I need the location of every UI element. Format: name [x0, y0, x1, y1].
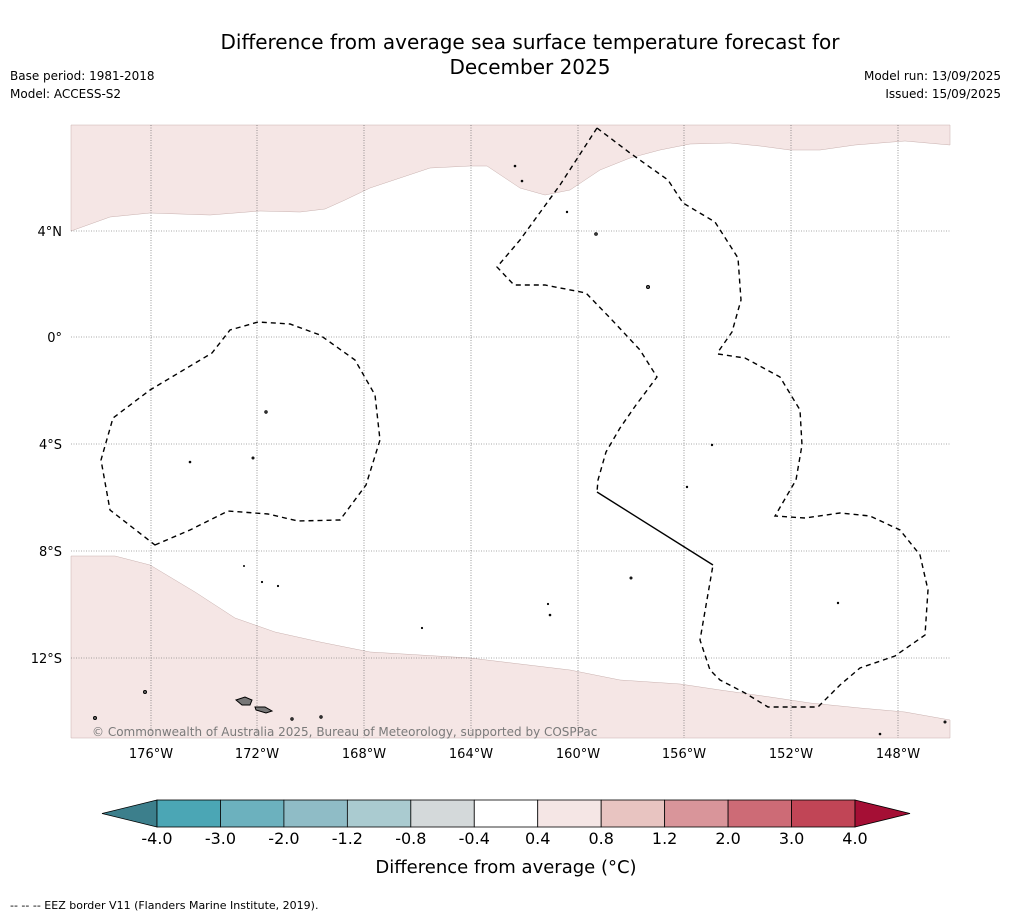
meta-right: Model run: 13/09/2025 Issued: 15/09/2025 — [864, 67, 1001, 103]
eez-border-line-islands-north — [596, 127, 742, 353]
lat-label: 12°S — [31, 652, 62, 667]
colorbar-tick-label: 0.8 — [588, 829, 613, 848]
colorbar-segment — [346, 799, 412, 828]
colorbar-extend-low — [101, 799, 158, 828]
colorbar-tick-label: -4.0 — [141, 829, 172, 848]
title-line-2: December 2025 — [449, 55, 611, 79]
island-dot — [646, 285, 650, 289]
colorbar-tick-label: -3.0 — [205, 829, 236, 848]
colorbar-tick-label: 0.4 — [525, 829, 550, 848]
map-title: Difference from average sea surface temp… — [150, 30, 910, 80]
meta-left: Base period: 1981-2018 Model: ACCESS-S2 — [10, 67, 155, 103]
longitude-labels: 176°W 172°W 168°W 164°W 160°W 156°W 152°… — [129, 747, 920, 762]
eez-border-line-islands-south — [699, 353, 929, 708]
colorbar-segment — [664, 799, 729, 828]
boundary-line-solid — [596, 491, 714, 566]
lon-label: 164°W — [449, 747, 493, 762]
island-dot — [836, 601, 840, 605]
issued-date: Issued: 15/09/2025 — [885, 87, 1001, 101]
island-upolu — [254, 706, 274, 714]
lat-label: 4°N — [38, 225, 63, 240]
model-name: Model: ACCESS-S2 — [10, 87, 122, 101]
islands — [93, 164, 947, 736]
colorbar-segment — [791, 799, 856, 828]
island-dot — [143, 690, 147, 694]
lon-label: 148°W — [876, 747, 920, 762]
anomaly-region-south — [70, 555, 951, 739]
graticule — [71, 125, 950, 738]
lon-label: 172°W — [235, 747, 279, 762]
anomaly-region-north — [70, 124, 951, 232]
island-dot — [251, 456, 255, 460]
island-dot — [710, 443, 714, 447]
lon-label: 160°W — [556, 747, 600, 762]
colorbar — [101, 799, 911, 828]
island-dot — [548, 613, 552, 617]
lon-label: 176°W — [129, 747, 173, 762]
island-dot — [629, 576, 633, 580]
island-dot — [685, 485, 689, 489]
colorbar-segment — [727, 799, 792, 828]
eez-legend-footer: -- -- -- EEZ border V11 (Flanders Marine… — [10, 899, 319, 912]
colorbar-tick-label: 3.0 — [779, 829, 804, 848]
colorbar-label: Difference from average (°C) — [375, 857, 636, 878]
lat-label: 8°S — [39, 545, 62, 560]
colorbar-tick-label: 4.0 — [842, 829, 867, 848]
colorbar-tick-label: -1.2 — [332, 829, 363, 848]
colorbar-tick-label: 2.0 — [715, 829, 740, 848]
title-line-1: Difference from average sea surface temp… — [220, 30, 840, 54]
colorbar-segment — [156, 799, 221, 828]
island-dot — [276, 584, 280, 588]
lon-label: 168°W — [342, 747, 386, 762]
island-dot — [594, 232, 598, 236]
island-savaii — [234, 696, 253, 706]
island-dot — [243, 565, 245, 567]
island-dot — [520, 179, 524, 183]
colorbar-tick-label: -0.8 — [395, 829, 426, 848]
island-dot — [943, 720, 947, 724]
model-run: Model run: 13/09/2025 — [863, 69, 1001, 83]
colorbar-segment — [473, 799, 539, 828]
island-dot — [264, 410, 268, 414]
island-dot — [513, 164, 517, 168]
eez-borders — [100, 127, 929, 708]
colorbar-segment — [600, 799, 666, 828]
island-dot — [290, 717, 294, 721]
colorbar-segment — [410, 799, 475, 828]
colorbar-tick-label: -0.4 — [459, 829, 490, 848]
island-dot — [565, 210, 569, 214]
colorbar-extend-high — [854, 799, 911, 828]
copyright-text: © Commonwealth of Australia 2025, Bureau… — [92, 725, 597, 739]
island-dot — [260, 580, 264, 584]
lat-label: 0° — [47, 331, 62, 346]
lat-label: 4°S — [39, 438, 62, 453]
colorbar-segment — [220, 799, 285, 828]
island-dot — [319, 715, 323, 719]
latitude-labels: 4°N 0° 4°S 8°S 12°S — [31, 225, 62, 667]
lon-label: 156°W — [662, 747, 706, 762]
colorbar-ticks: -4.0 -3.0 -2.0 -1.2 -0.8 -0.4 0.4 0.8 1.2 2.0 3.0 4… — [141, 829, 867, 848]
colorbar-tick-label: -2.0 — [268, 829, 299, 848]
island-dot — [93, 716, 97, 720]
eez-border-central — [496, 127, 658, 493]
island-dot — [546, 602, 550, 606]
island-dot — [878, 732, 882, 736]
colorbar-tick-label: 1.2 — [652, 829, 677, 848]
lon-label: 152°W — [769, 747, 813, 762]
colorbar-segment — [283, 799, 348, 828]
eez-border-tokelau-area — [100, 321, 381, 546]
island-dot — [420, 626, 424, 630]
base-period: Base period: 1981-2018 — [10, 69, 155, 83]
colorbar-segment — [537, 799, 602, 828]
island-dot — [188, 460, 192, 464]
map-area: © Commonwealth of Australia 2025, Bureau… — [70, 124, 951, 739]
map-figure: © Commonwealth of Australia 2025, Bureau… — [31, 124, 951, 878]
